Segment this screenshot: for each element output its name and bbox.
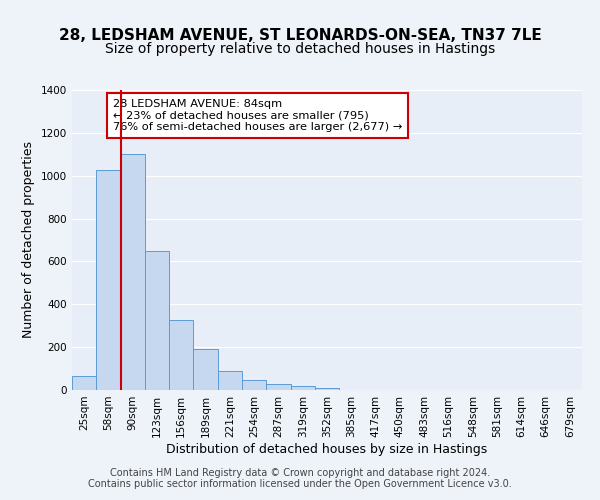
Bar xyxy=(242,380,266,390)
Bar xyxy=(121,154,145,390)
Text: Size of property relative to detached houses in Hastings: Size of property relative to detached ho… xyxy=(105,42,495,56)
Text: Contains HM Land Registry data © Crown copyright and database right 2024.: Contains HM Land Registry data © Crown c… xyxy=(110,468,490,477)
Bar xyxy=(266,384,290,390)
Y-axis label: Number of detached properties: Number of detached properties xyxy=(22,142,35,338)
Text: 28, LEDSHAM AVENUE, ST LEONARDS-ON-SEA, TN37 7LE: 28, LEDSHAM AVENUE, ST LEONARDS-ON-SEA, … xyxy=(59,28,541,42)
Bar xyxy=(315,388,339,390)
X-axis label: Distribution of detached houses by size in Hastings: Distribution of detached houses by size … xyxy=(166,442,488,456)
Bar xyxy=(193,350,218,390)
Text: 28 LEDSHAM AVENUE: 84sqm
← 23% of detached houses are smaller (795)
76% of semi-: 28 LEDSHAM AVENUE: 84sqm ← 23% of detach… xyxy=(113,99,402,132)
Bar xyxy=(218,370,242,390)
Bar xyxy=(72,376,96,390)
Bar xyxy=(96,170,121,390)
Text: Contains public sector information licensed under the Open Government Licence v3: Contains public sector information licen… xyxy=(88,479,512,489)
Bar xyxy=(145,250,169,390)
Bar xyxy=(169,320,193,390)
Bar xyxy=(290,386,315,390)
